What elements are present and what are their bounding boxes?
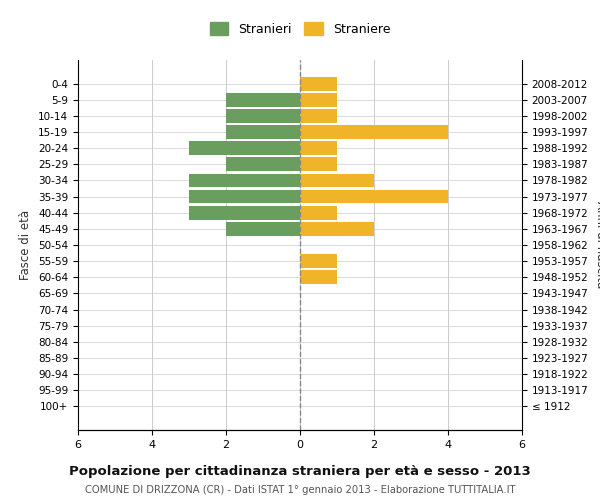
Bar [189,174,300,188]
Bar [300,77,337,90]
Bar [226,109,300,123]
Bar [189,190,300,203]
Y-axis label: Anni di nascita: Anni di nascita [594,202,600,288]
Bar [300,93,337,106]
Text: COMUNE DI DRIZZONA (CR) - Dati ISTAT 1° gennaio 2013 - Elaborazione TUTTITALIA.I: COMUNE DI DRIZZONA (CR) - Dati ISTAT 1° … [85,485,515,495]
Bar [226,93,300,106]
Text: Popolazione per cittadinanza straniera per età e sesso - 2013: Popolazione per cittadinanza straniera p… [69,465,531,478]
Bar [300,270,337,284]
Bar [300,254,337,268]
Bar [300,109,337,123]
Bar [226,125,300,139]
Bar [300,142,337,155]
Bar [226,222,300,235]
Bar [189,206,300,220]
Bar [189,142,300,155]
Bar [300,206,337,220]
Bar [300,158,337,171]
Bar [300,125,448,139]
Bar [300,222,374,235]
Bar [300,174,374,188]
Bar [300,190,448,203]
Y-axis label: Fasce di età: Fasce di età [19,210,32,280]
Legend: Stranieri, Straniere: Stranieri, Straniere [206,18,394,40]
Bar [226,158,300,171]
